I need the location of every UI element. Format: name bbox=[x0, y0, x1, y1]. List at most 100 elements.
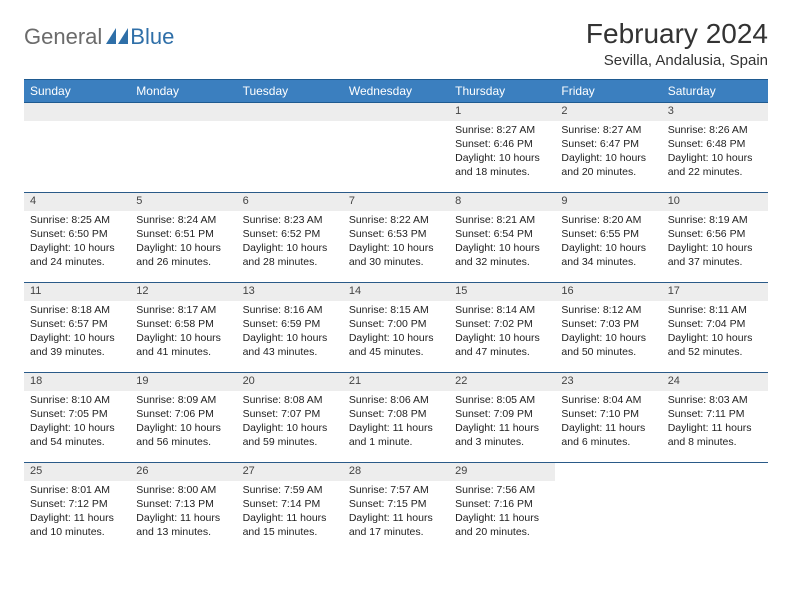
daylight-text: Daylight: 11 hours and 15 minutes. bbox=[243, 511, 337, 539]
day-number-cell: 15 bbox=[449, 283, 555, 301]
day-data-cell: Sunrise: 8:23 AMSunset: 6:52 PMDaylight:… bbox=[237, 211, 343, 283]
daylight-text: Daylight: 11 hours and 6 minutes. bbox=[561, 421, 655, 449]
sunrise-text: Sunrise: 7:56 AM bbox=[455, 483, 549, 497]
sunset-text: Sunset: 7:08 PM bbox=[349, 407, 443, 421]
sunset-text: Sunset: 6:54 PM bbox=[455, 227, 549, 241]
day-number-cell bbox=[555, 463, 661, 481]
day-data-cell bbox=[130, 121, 236, 193]
sunset-text: Sunset: 7:05 PM bbox=[30, 407, 124, 421]
day-data-cell: Sunrise: 8:18 AMSunset: 6:57 PMDaylight:… bbox=[24, 301, 130, 373]
sunrise-text: Sunrise: 8:04 AM bbox=[561, 393, 655, 407]
sunset-text: Sunset: 7:13 PM bbox=[136, 497, 230, 511]
day-number-cell bbox=[130, 103, 236, 121]
day-number-row: 123 bbox=[24, 103, 768, 121]
sunrise-text: Sunrise: 8:12 AM bbox=[561, 303, 655, 317]
day-data-cell: Sunrise: 8:10 AMSunset: 7:05 PMDaylight:… bbox=[24, 391, 130, 463]
daylight-text: Daylight: 11 hours and 1 minute. bbox=[349, 421, 443, 449]
calendar-page: General Blue February 2024 Sevilla, Anda… bbox=[0, 0, 792, 571]
sunrise-text: Sunrise: 8:20 AM bbox=[561, 213, 655, 227]
day-data-row: Sunrise: 8:01 AMSunset: 7:12 PM Daylight:… bbox=[24, 481, 768, 553]
sunrise-text: Sunrise: 8:14 AM bbox=[455, 303, 549, 317]
day-data-cell: Sunrise: 8:14 AMSunset: 7:02 PMDaylight:… bbox=[449, 301, 555, 373]
day-number-cell: 24 bbox=[662, 373, 768, 391]
day-data-cell bbox=[237, 121, 343, 193]
daylight-text: Daylight: 11 hours and 20 minutes. bbox=[455, 511, 549, 539]
sunset-text: Sunset: 7:14 PM bbox=[243, 497, 337, 511]
day-data-cell: Sunrise: 7:56 AMSunset: 7:16 PMDaylight:… bbox=[449, 481, 555, 553]
sunrise-text: Sunrise: 8:08 AM bbox=[243, 393, 337, 407]
daylight-text: Daylight: 11 hours and 8 minutes. bbox=[668, 421, 762, 449]
day-number-row: 45678910 bbox=[24, 193, 768, 211]
sunrise-text: Sunrise: 8:01 AM bbox=[30, 483, 124, 497]
day-number-cell: 21 bbox=[343, 373, 449, 391]
sunset-text: Sunset: 7:09 PM bbox=[455, 407, 549, 421]
sunset-text: Sunset: 7:02 PM bbox=[455, 317, 549, 331]
sunrise-text: Sunrise: 8:03 AM bbox=[668, 393, 762, 407]
sunrise-text: Sunrise: 8:22 AM bbox=[349, 213, 443, 227]
calendar-table: Sunday Monday Tuesday Wednesday Thursday… bbox=[24, 79, 768, 553]
day-data-cell: Sunrise: 8:15 AMSunset: 7:00 PMDaylight:… bbox=[343, 301, 449, 373]
day-data-cell: Sunrise: 8:03 AMSunset: 7:11 PMDaylight:… bbox=[662, 391, 768, 463]
sunset-text: Sunset: 7:16 PM bbox=[455, 497, 549, 511]
day-number-cell: 1 bbox=[449, 103, 555, 121]
daylight-text: Daylight: 10 hours and 34 minutes. bbox=[561, 241, 655, 269]
sunrise-text: Sunrise: 8:26 AM bbox=[668, 123, 762, 137]
day-number-cell: 10 bbox=[662, 193, 768, 211]
daylight-text: Daylight: 10 hours and 54 minutes. bbox=[30, 421, 124, 449]
sunset-text: Sunset: 7:15 PM bbox=[349, 497, 443, 511]
sunset-text: Sunset: 7:12 PM bbox=[30, 497, 124, 511]
day-number-cell: 6 bbox=[237, 193, 343, 211]
day-data-cell: Sunrise: 8:00 AMSunset: 7:13 PMDaylight:… bbox=[130, 481, 236, 553]
sunrise-text: Sunrise: 8:15 AM bbox=[349, 303, 443, 317]
day-number-cell: 3 bbox=[662, 103, 768, 121]
col-monday: Monday bbox=[130, 80, 236, 103]
day-data-row: Sunrise: 8:27 AMSunset: 6:46 PMDaylight:… bbox=[24, 121, 768, 193]
day-data-cell bbox=[555, 481, 661, 553]
day-data-cell: Sunrise: 8:19 AMSunset: 6:56 PMDaylight:… bbox=[662, 211, 768, 283]
col-friday: Friday bbox=[555, 80, 661, 103]
day-number-row: 11121314151617 bbox=[24, 283, 768, 301]
day-number-cell: 4 bbox=[24, 193, 130, 211]
day-number-cell: 8 bbox=[449, 193, 555, 211]
sunset-text: Sunset: 6:52 PM bbox=[243, 227, 337, 241]
daylight-text: Daylight: 11 hours and 3 minutes. bbox=[455, 421, 549, 449]
daylight-text: Daylight: 10 hours and 22 minutes. bbox=[668, 151, 762, 179]
daylight-text: Daylight: 10 hours and 32 minutes. bbox=[455, 241, 549, 269]
daylight-text: Daylight: 10 hours and 47 minutes. bbox=[455, 331, 549, 359]
day-number-cell: 29 bbox=[449, 463, 555, 481]
day-data-cell: Sunrise: 8:05 AMSunset: 7:09 PMDaylight:… bbox=[449, 391, 555, 463]
daylight-text: Daylight: 10 hours and 28 minutes. bbox=[243, 241, 337, 269]
sunrise-text: Sunrise: 8:21 AM bbox=[455, 213, 549, 227]
day-number-cell bbox=[343, 103, 449, 121]
month-title: February 2024 bbox=[586, 18, 768, 50]
day-data-cell: Sunrise: 7:59 AMSunset: 7:14 PMDaylight:… bbox=[237, 481, 343, 553]
day-data-cell: Sunrise: 8:25 AMSunset: 6:50 PMDaylight:… bbox=[24, 211, 130, 283]
daylight-text: Daylight: 10 hours and 20 minutes. bbox=[561, 151, 655, 179]
day-number-cell: 17 bbox=[662, 283, 768, 301]
day-data-cell: Sunrise: 8:27 AMSunset: 6:46 PMDaylight:… bbox=[449, 121, 555, 193]
day-number-cell: 13 bbox=[237, 283, 343, 301]
logo-text-general: General bbox=[24, 24, 102, 50]
sunrise-text: Sunrise: 8:17 AM bbox=[136, 303, 230, 317]
sunset-text: Sunset: 7:07 PM bbox=[243, 407, 337, 421]
weekday-header-row: Sunday Monday Tuesday Wednesday Thursday… bbox=[24, 80, 768, 103]
col-tuesday: Tuesday bbox=[237, 80, 343, 103]
daylight-text: Daylight: 10 hours and 56 minutes. bbox=[136, 421, 230, 449]
sunset-text: Sunset: 6:56 PM bbox=[668, 227, 762, 241]
col-saturday: Saturday bbox=[662, 80, 768, 103]
daylight-text: Daylight: 10 hours and 24 minutes. bbox=[30, 241, 124, 269]
sunrise-text: Sunrise: 8:00 AM bbox=[136, 483, 230, 497]
daylight-text: Daylight: 10 hours and 43 minutes. bbox=[243, 331, 337, 359]
title-block: February 2024 Sevilla, Andalusia, Spain bbox=[586, 18, 768, 69]
daylight-text: Daylight: 10 hours and 30 minutes. bbox=[349, 241, 443, 269]
col-sunday: Sunday bbox=[24, 80, 130, 103]
page-header: General Blue February 2024 Sevilla, Anda… bbox=[24, 18, 768, 69]
col-thursday: Thursday bbox=[449, 80, 555, 103]
calendar-body: 123Sunrise: 8:27 AMSunset: 6:46 PMDaylig… bbox=[24, 103, 768, 553]
day-data-cell: Sunrise: 8:01 AMSunset: 7:12 PMDaylight:… bbox=[24, 481, 130, 553]
sail-icon bbox=[106, 28, 128, 44]
sunrise-text: Sunrise: 8:24 AM bbox=[136, 213, 230, 227]
sunset-text: Sunset: 7:10 PM bbox=[561, 407, 655, 421]
sunset-text: Sunset: 6:53 PM bbox=[349, 227, 443, 241]
day-data-cell: Sunrise: 8:16 AMSunset: 6:59 PMDaylight:… bbox=[237, 301, 343, 373]
